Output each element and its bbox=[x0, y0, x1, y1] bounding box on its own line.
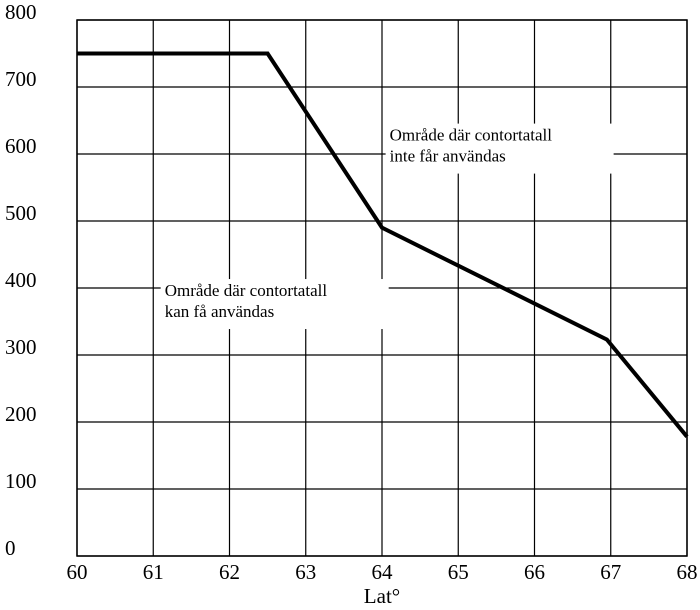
annotation-background bbox=[160, 279, 389, 330]
x-tick-label: 68 bbox=[677, 560, 698, 584]
x-tick-label: 64 bbox=[372, 560, 394, 584]
annotation-0: Område där contortatall inte får användas bbox=[385, 123, 614, 174]
y-axis-ticks: 0 100 200 300 400 500 600 700 800 bbox=[5, 0, 37, 560]
x-tick-label: 62 bbox=[219, 560, 240, 584]
y-tick-label: 600 bbox=[5, 134, 37, 158]
annotation-text-line: kan få användas bbox=[165, 302, 275, 321]
y-tick-label: 400 bbox=[5, 268, 37, 292]
x-tick-label: 66 bbox=[524, 560, 545, 584]
x-axis-ticks: 60 61 62 63 64 65 66 67 68 bbox=[67, 560, 698, 584]
x-axis-label: Lat° bbox=[364, 584, 400, 608]
plot-frame bbox=[76, 19, 688, 557]
annotation-background bbox=[385, 123, 614, 174]
y-tick-label: 500 bbox=[5, 201, 37, 225]
x-tick-label: 61 bbox=[143, 560, 164, 584]
series-layer bbox=[77, 51, 689, 438]
y-tick-label: 200 bbox=[5, 402, 37, 426]
y-tick-label: 100 bbox=[5, 469, 37, 493]
annotation-text-line: Område där contortatall bbox=[390, 126, 553, 145]
annotations: Område där contortatall inte får användas… bbox=[160, 123, 614, 330]
y-tick-label: 300 bbox=[5, 335, 37, 359]
annotation-1: Område där contortatall kan få användas bbox=[160, 279, 389, 330]
y-tick-label: 0 bbox=[5, 536, 16, 560]
series-line-0 bbox=[77, 51, 689, 438]
y-tick-label: 800 bbox=[5, 0, 37, 24]
x-tick-label: 60 bbox=[67, 560, 88, 584]
y-tick-label: 700 bbox=[5, 67, 37, 91]
x-tick-label: 67 bbox=[600, 560, 621, 584]
plot-border bbox=[76, 19, 688, 557]
x-tick-label: 63 bbox=[295, 560, 316, 584]
annotation-text-line: inte får användas bbox=[390, 147, 506, 166]
x-tick-label: 65 bbox=[448, 560, 469, 584]
annotation-text-line: Område där contortatall bbox=[165, 281, 328, 300]
